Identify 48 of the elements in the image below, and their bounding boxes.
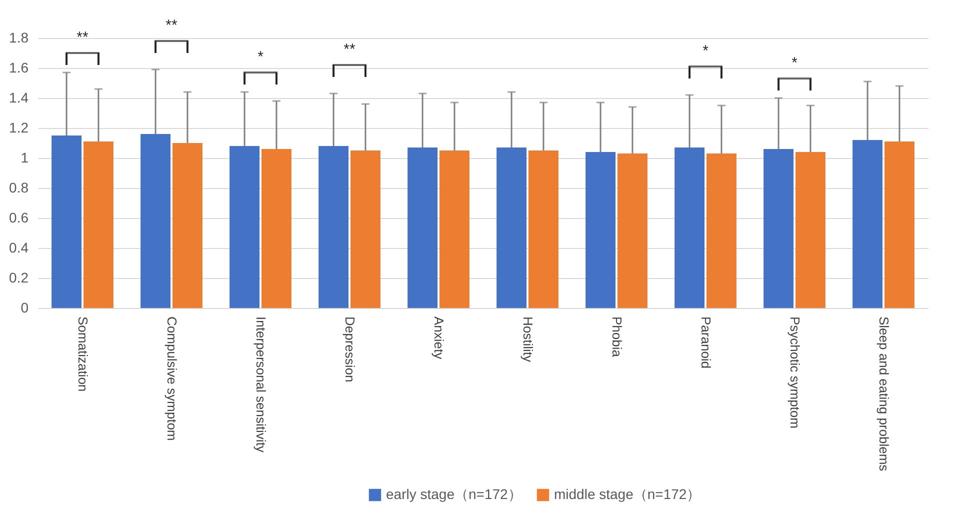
bar: [764, 149, 794, 308]
y-tick-label: 1.8: [9, 30, 29, 46]
annotation: **: [344, 41, 356, 58]
y-tick-label: 1.4: [9, 90, 29, 106]
bar: [706, 154, 736, 308]
bar: [52, 136, 82, 308]
x-tick-label: Compulsive symptom: [164, 316, 180, 441]
x-tick-label: Anxiety: [432, 316, 446, 360]
x-tick-label: Somatization: [76, 316, 90, 392]
x-tick-label: Paranoid: [698, 316, 714, 369]
bar: [172, 143, 202, 308]
bar: [350, 150, 380, 308]
bar: [796, 152, 826, 308]
bar: [674, 148, 704, 308]
annotation: *: [792, 54, 798, 72]
y-tick-label: 0.2: [9, 270, 29, 286]
legend-label: middle stage（n=172）: [554, 486, 701, 502]
y-tick-label: 0.8: [9, 180, 29, 196]
y-tick-label: 1.6: [9, 60, 29, 76]
y-tick-label: 1: [20, 150, 29, 166]
text: **: [166, 17, 178, 34]
bar: [408, 148, 438, 308]
x-tick-label: Psychotic symptom: [788, 316, 802, 428]
bar: [318, 146, 348, 308]
bar: [496, 148, 526, 308]
annotation: *: [702, 42, 709, 60]
x-tick-label: Interpersonal sensitivity: [254, 316, 268, 453]
bar: [884, 142, 914, 308]
bar: [528, 150, 558, 308]
annotation: *: [258, 48, 264, 66]
bar: [84, 142, 114, 308]
x-tick-label: Hostility: [520, 316, 536, 363]
legend-label: early stage（n=172）: [386, 486, 522, 502]
bar: [230, 146, 260, 308]
bar: [440, 150, 470, 308]
x-tick-label: Sleep and eating problems: [876, 316, 892, 472]
bar: [852, 140, 882, 308]
annotation: **: [76, 29, 88, 46]
x-tick-label: Phobia: [610, 316, 624, 358]
bar: [618, 154, 648, 308]
x-tick-label: Depression: [342, 316, 358, 382]
y-tick-label: 0.4: [9, 240, 29, 256]
y-tick-label: 1.2: [9, 120, 29, 136]
bar: [262, 149, 292, 308]
bar: [140, 134, 170, 308]
y-tick-label: 0.6: [9, 210, 29, 226]
y-tick-label: 0: [20, 300, 29, 316]
bar: [586, 152, 616, 308]
